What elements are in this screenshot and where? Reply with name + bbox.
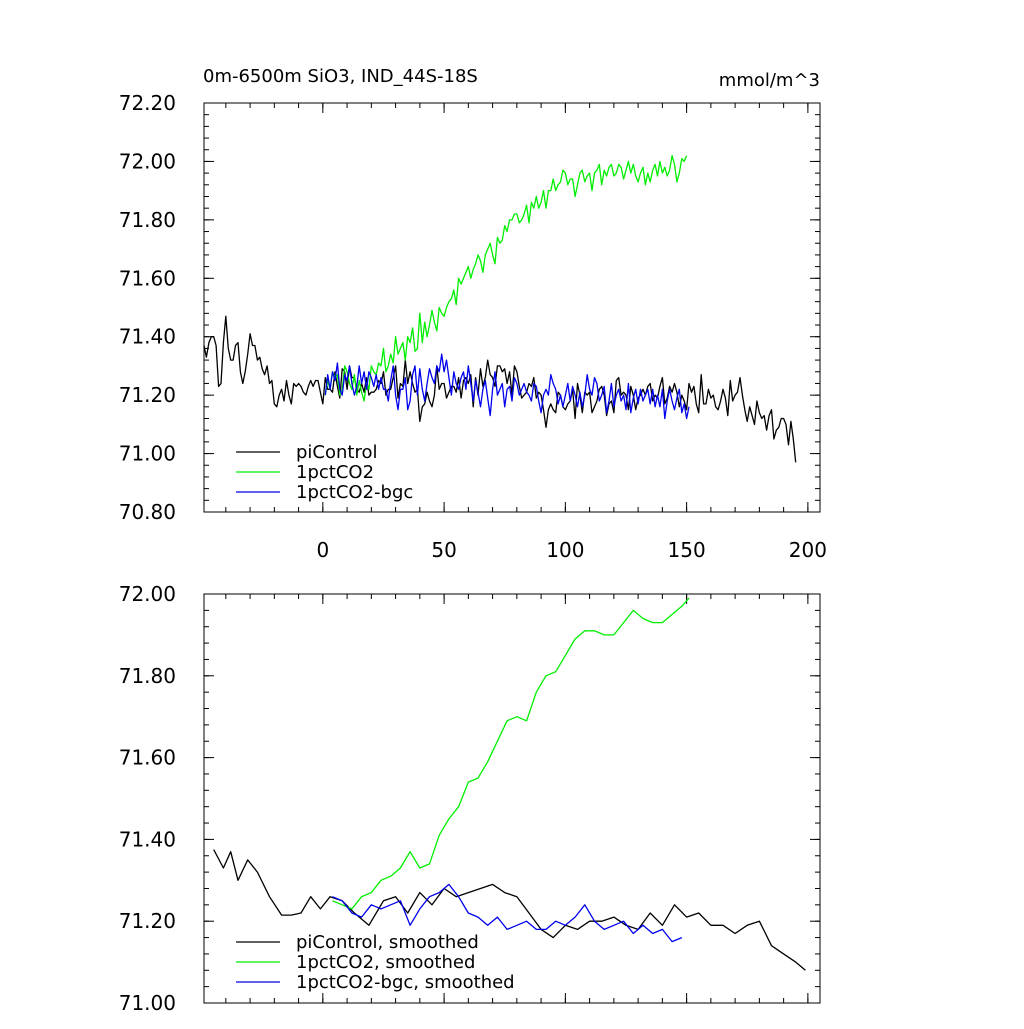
top-chart-title: 0m-6500m SiO3, IND_44S-18S <box>203 66 478 87</box>
top-xtick-label: 150 <box>668 538 706 562</box>
top-ytick-label: 71.20 <box>119 383 176 407</box>
top-series-line-2 <box>324 353 690 420</box>
bottom-panel: 72.00 71.80 71.60 71.40 71.20 71.00 piControl… <box>119 582 821 1015</box>
top-axis-ticks: 72.20 72.00 71.80 71.60 71.40 71.20 71.00 70.80… <box>119 91 827 562</box>
bottom-legend-label: 1pctCO2, smoothed <box>296 952 475 973</box>
bottom-plot-frame <box>203 593 821 1004</box>
top-legend-label: piControl <box>296 442 378 463</box>
top-series-line-1 <box>324 154 688 402</box>
top-series-line-0 <box>203 315 797 463</box>
top-ytick-label: 72.20 <box>119 91 176 115</box>
top-chart-units: mmol/m^3 <box>719 70 820 91</box>
bottom-ytick-label: 71.80 <box>119 664 176 688</box>
top-legend-label: 1pctCO2-bgc <box>296 482 413 503</box>
bottom-legend-label: 1pctCO2-bgc, smoothed <box>296 972 515 993</box>
top-legend-label: 1pctCO2 <box>296 462 374 483</box>
top-plot-frame <box>203 102 821 513</box>
top-ytick-label: 71.60 <box>119 266 176 290</box>
bottom-series-lines <box>213 597 806 971</box>
top-ytick-label: 70.80 <box>119 500 176 524</box>
top-xtick-label: 0 <box>316 538 329 562</box>
bottom-ytick-label: 71.00 <box>119 991 176 1015</box>
top-xtick-label: 50 <box>431 538 456 562</box>
bottom-series-line-1 <box>332 597 690 910</box>
top-xtick-label: 100 <box>546 538 584 562</box>
bottom-ytick-label: 71.40 <box>119 827 176 851</box>
bottom-legend-label: piControl, smoothed <box>296 932 479 953</box>
bottom-ytick-label: 72.00 <box>119 582 176 606</box>
bottom-series-line-2 <box>332 883 683 943</box>
top-panel: 0m-6500m SiO3, IND_44S-18S mmol/m^3 72.2… <box>119 66 827 562</box>
top-ytick-label: 71.00 <box>119 442 176 466</box>
top-ytick-label: 72.00 <box>119 149 176 173</box>
bottom-ytick-label: 71.60 <box>119 746 176 770</box>
top-ytick-label: 71.80 <box>119 208 176 232</box>
top-xtick-label: 200 <box>789 538 827 562</box>
top-series-lines <box>203 154 797 463</box>
bottom-axis-ticks: 72.00 71.80 71.60 71.40 71.20 71.00 <box>119 582 820 1015</box>
bottom-series-line-0 <box>213 849 806 971</box>
top-ytick-label: 71.40 <box>119 325 176 349</box>
bottom-ytick-label: 71.20 <box>119 909 176 933</box>
